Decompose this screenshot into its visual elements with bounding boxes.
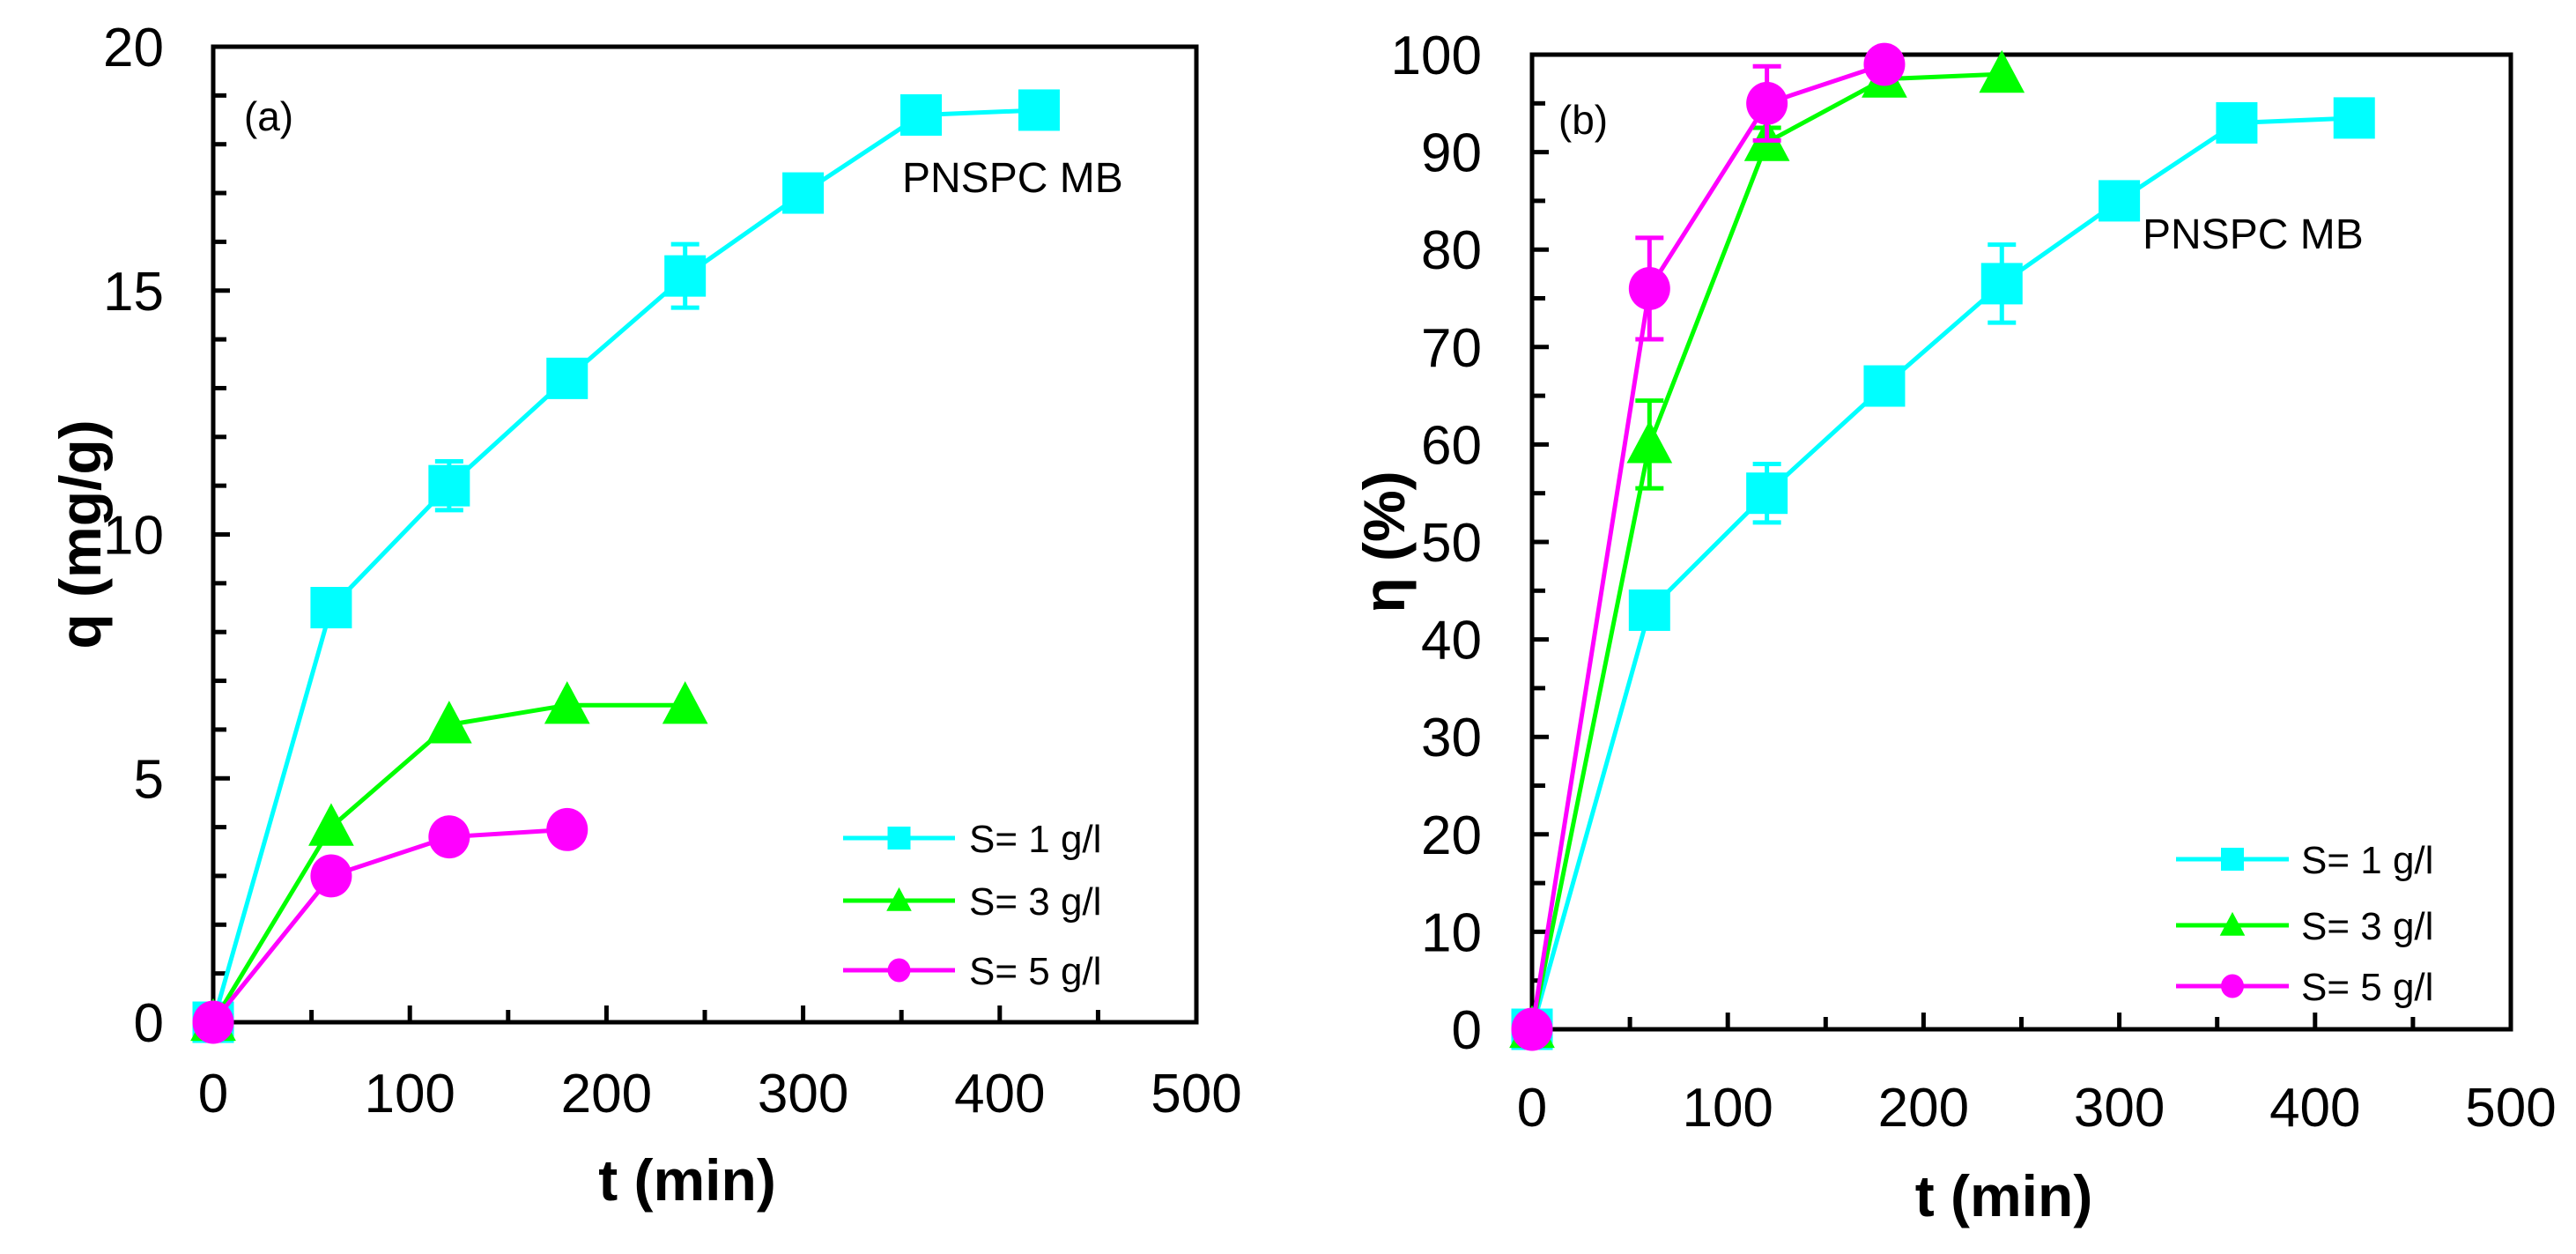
data-point-circle — [428, 815, 470, 859]
x-tick-label: 500 — [1151, 1064, 1241, 1124]
y-tick-label: 5 — [134, 749, 164, 810]
legend-marker-square — [2221, 848, 2244, 871]
x-tick-label: 100 — [1682, 1078, 1773, 1139]
y-tick-label: 0 — [134, 993, 164, 1054]
data-point-square — [1980, 263, 2023, 305]
y-tick-label: 40 — [1421, 611, 1482, 672]
panel-label: (b) — [1558, 97, 1608, 143]
legend-entry: S= 3 g/l — [2176, 905, 2433, 948]
y-tick-label: 15 — [103, 262, 164, 323]
data-point-square — [1863, 365, 1906, 407]
x-tick-label: 300 — [758, 1064, 848, 1124]
annotation: PNSPC MB — [902, 155, 1123, 202]
y-tick-label: 10 — [1421, 902, 1482, 963]
y-axis-title: η (%) — [1351, 471, 1417, 612]
x-tick-label: 400 — [954, 1064, 1045, 1124]
series-s-3-g-l — [190, 680, 708, 1042]
data-point-square — [1018, 89, 1060, 131]
x-tick-label: 500 — [2465, 1078, 2556, 1139]
legend-label: S= 5 g/l — [2301, 966, 2433, 1009]
y-axis-title: q (mg/g) — [48, 419, 113, 649]
y-tick-label: 0 — [1452, 1000, 1482, 1061]
legend-marker-triangle — [2219, 911, 2246, 936]
x-tick-label: 200 — [561, 1064, 652, 1124]
plot-frame — [1529, 52, 2513, 1032]
data-point-square — [664, 255, 707, 297]
data-point-circle — [1511, 1007, 1553, 1051]
data-point-circle — [192, 1000, 234, 1044]
data-point-square — [428, 464, 470, 507]
series-line — [1529, 62, 1885, 1030]
data-point-circle — [546, 807, 588, 851]
data-point-circle — [1746, 81, 1788, 125]
data-point-square — [782, 172, 825, 214]
x-axis-title: t (min) — [1915, 1163, 2093, 1228]
legend-entry: S= 5 g/l — [843, 950, 1101, 993]
panel-label: (a) — [244, 93, 293, 139]
data-point-triangle — [1626, 420, 1673, 464]
legend-marker-square — [887, 827, 911, 850]
data-point-circle — [1628, 267, 1670, 310]
series-s-5-g-l — [192, 807, 588, 1044]
x-tick-label: 100 — [364, 1064, 455, 1124]
data-point-square — [1628, 589, 1670, 631]
legend-label: S= 1 g/l — [969, 818, 1101, 861]
x-tick-label: 0 — [198, 1064, 228, 1124]
x-axis-title: t (min) — [598, 1147, 776, 1213]
legend-label: S= 3 g/l — [969, 880, 1101, 924]
data-point-triangle — [426, 701, 472, 744]
data-point-circle — [310, 854, 352, 898]
legend-marker-circle — [887, 958, 911, 983]
legend-marker-circle — [2221, 974, 2244, 998]
data-point-triangle — [308, 803, 354, 846]
x-tick-label: 400 — [2269, 1078, 2360, 1139]
panel-b-chart: 0 10 20 30 40 50 60 70 80 90 100 0 100 200 300 400 500 η … — [1351, 26, 2557, 1228]
y-tick-label: 70 — [1421, 318, 1482, 379]
data-point-square — [2216, 101, 2258, 144]
series-line — [1529, 71, 2002, 1030]
annotation: PNSPC MB — [2143, 211, 2364, 258]
data-point-triangle — [1979, 49, 2025, 93]
data-point-circle — [1863, 42, 1906, 86]
series-s-3-g-l — [1509, 49, 2025, 1049]
legend-label: S= 1 g/l — [2301, 839, 2433, 882]
y-tick-label: 80 — [1421, 220, 1482, 281]
legend-label: S= 3 g/l — [2301, 905, 2433, 948]
y-tick-label: 50 — [1421, 513, 1482, 574]
legend-entry: S= 1 g/l — [843, 818, 1101, 861]
y-tick-label: 90 — [1421, 123, 1482, 184]
y-tick-label: 100 — [1391, 26, 1482, 86]
data-point-square — [2333, 97, 2375, 139]
data-point-square — [310, 587, 352, 629]
series-s-1-g-l — [1511, 97, 2375, 1050]
legend-marker-triangle — [886, 887, 912, 911]
series-line — [211, 827, 567, 1024]
y-tick-label: 60 — [1421, 415, 1482, 476]
legend-entry: S= 1 g/l — [2176, 839, 2433, 882]
data-point-square — [900, 93, 943, 136]
data-point-square — [1746, 472, 1788, 515]
series-line — [211, 702, 685, 1024]
data-point-triangle — [662, 680, 708, 724]
y-tick-label: 20 — [1421, 805, 1482, 866]
y-tick-label: 20 — [103, 18, 164, 78]
x-tick-label: 300 — [2074, 1078, 2165, 1139]
data-point-square — [546, 357, 588, 399]
legend-label: S= 5 g/l — [969, 950, 1101, 993]
legend-entry: S= 3 g/l — [843, 880, 1101, 924]
y-tick-label: 30 — [1421, 708, 1482, 768]
legend-entry: S= 5 g/l — [2176, 966, 2433, 1009]
series-s-5-g-l — [1511, 42, 1906, 1051]
y-tick-label: 10 — [103, 506, 164, 567]
data-point-triangle — [544, 680, 590, 724]
x-tick-label: 0 — [1517, 1078, 1547, 1139]
data-point-square — [2099, 180, 2141, 222]
x-tick-label: 200 — [1878, 1078, 1969, 1139]
